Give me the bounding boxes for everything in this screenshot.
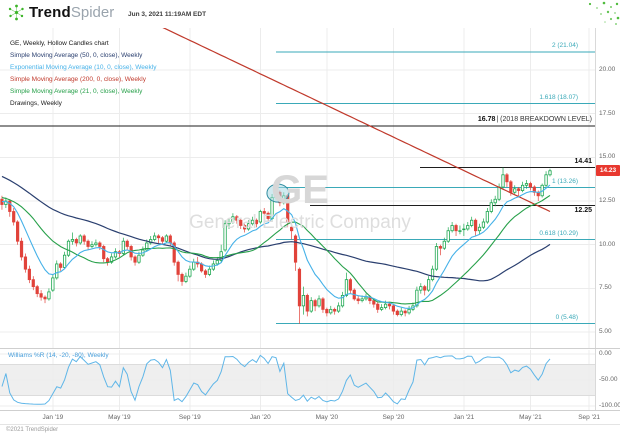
footer-copyright: ©2021 TrendSpider bbox=[6, 427, 59, 433]
panel-separator bbox=[0, 410, 620, 411]
corner-dots-decoration bbox=[588, 1, 620, 25]
header: TrendSpider Jun 3, 2021 11:19AM EDT bbox=[0, 0, 620, 28]
legend-sma200[interactable]: Simple Moving Average (200, 0, close), W… bbox=[10, 76, 146, 83]
brand-light: Spider bbox=[70, 4, 115, 21]
brand-name: TrendSpider bbox=[29, 4, 114, 21]
williams-r-label[interactable]: Williams %R (14, -20, -80), Weekly bbox=[8, 352, 109, 359]
time-tick-label: May '19 bbox=[108, 414, 131, 421]
sma50-line[interactable] bbox=[1, 175, 551, 282]
price-tick-label: 20.00 bbox=[599, 65, 616, 73]
fib-level-label[interactable]: 0.618 (10.29) bbox=[539, 229, 578, 237]
fib-level-label[interactable]: 2 (21.04) bbox=[551, 41, 578, 49]
time-tick-label: Jan '19 bbox=[42, 414, 64, 421]
last-price-badge: 14.23 bbox=[596, 165, 620, 177]
fib-level-label[interactable]: 0 (5.48) bbox=[555, 313, 578, 321]
price-tick-label: 10.00 bbox=[599, 240, 616, 248]
price-level-label[interactable]: 16.78| (2018 BREAKDOWN LEVEL) bbox=[477, 116, 592, 124]
ellipse-annotation[interactable] bbox=[266, 183, 290, 203]
price-tick-label: 12.50 bbox=[599, 197, 616, 205]
williams-r-chart[interactable] bbox=[0, 350, 595, 410]
time-tick-label: Sep '21 bbox=[578, 414, 601, 421]
price-tick-label: 15.00 bbox=[599, 153, 616, 161]
price-chart[interactable] bbox=[0, 28, 595, 348]
brand-bold: Trend bbox=[29, 4, 71, 21]
sma200-line[interactable] bbox=[155, 28, 551, 213]
wr-tick-label: -100.00 bbox=[599, 402, 620, 409]
trendspider-logo[interactable]: TrendSpider bbox=[8, 4, 114, 21]
panel-separator bbox=[0, 348, 620, 349]
footer-separator bbox=[0, 424, 620, 425]
fib-level-label[interactable]: 1.618 (18.07) bbox=[539, 93, 578, 101]
legend-drawings[interactable]: Drawings, Weekly bbox=[10, 100, 62, 107]
legend-sma21[interactable]: Simple Moving Average (21, 0, close), We… bbox=[10, 88, 143, 95]
main-gridlines bbox=[0, 28, 595, 348]
time-tick-label: May '20 bbox=[315, 414, 339, 421]
legend-symbol[interactable]: GE, Weekly, Hollow Candles chart bbox=[10, 40, 109, 47]
price-level-label[interactable]: 14.41 bbox=[574, 157, 592, 165]
williams-line bbox=[1, 354, 551, 405]
chart-timestamp: Jun 3, 2021 11:19AM EDT bbox=[128, 11, 207, 18]
time-tick-label: Jan '21 bbox=[453, 414, 475, 421]
price-tick-label: 17.50 bbox=[599, 109, 616, 117]
price-tick-label: 5.00 bbox=[599, 328, 612, 336]
price-level-label[interactable]: 12.25 bbox=[574, 207, 592, 215]
chart-legend: GE, Weekly, Hollow Candles chart Simple … bbox=[10, 38, 156, 110]
time-tick-label: May '21 bbox=[519, 414, 542, 421]
time-tick-label: Sep '20 bbox=[382, 414, 405, 421]
ema10-line[interactable] bbox=[1, 184, 551, 309]
trendspider-logo-icon bbox=[8, 4, 24, 21]
wr-tick-label: 0.00 bbox=[599, 350, 612, 357]
time-tick-label: Jan '20 bbox=[249, 414, 271, 421]
sma21-line[interactable] bbox=[1, 194, 551, 305]
wr-tick-label: -50.00 bbox=[599, 376, 618, 383]
fib-level-label[interactable]: 1 (13.26) bbox=[551, 177, 578, 185]
price-axis-divider bbox=[595, 28, 596, 410]
legend-sma50[interactable]: Simple Moving Average (50, 0, close), We… bbox=[10, 52, 143, 59]
price-tick-label: 7.50 bbox=[599, 284, 612, 292]
legend-ema10[interactable]: Exponential Moving Average (10, 0, close… bbox=[10, 64, 157, 71]
time-tick-label: Sep '19 bbox=[178, 414, 201, 421]
